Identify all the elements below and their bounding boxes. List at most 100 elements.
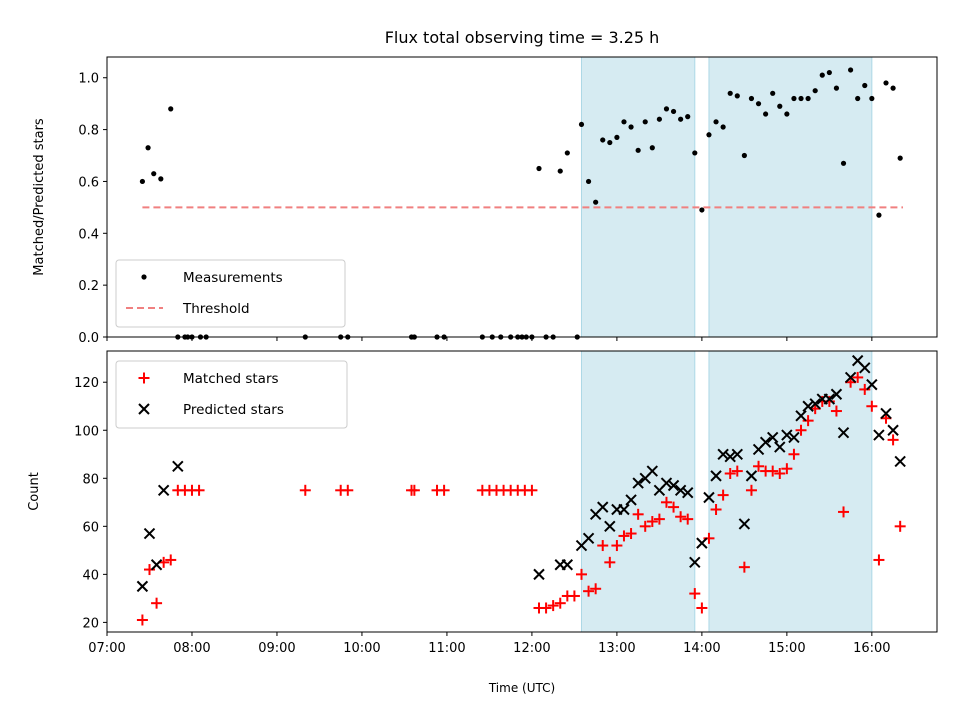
matched-star-point (894, 520, 906, 532)
measurement-point (628, 124, 634, 130)
matched-star-point (710, 504, 722, 516)
measurement-point (869, 95, 875, 102)
predicted-marker-b (809, 398, 821, 410)
predicted-marker-b (880, 407, 892, 420)
predicted-marker-b (667, 479, 680, 492)
x-tick-label: 14:00 (683, 641, 720, 656)
x-tick-label: 11:00 (428, 641, 465, 656)
predicted-marker-b (632, 477, 644, 489)
matched-star-point (660, 496, 672, 508)
legend: Matched stars Predicted stars (115, 360, 348, 429)
predicted-marker-b (136, 580, 149, 593)
measurement-point (784, 111, 790, 117)
matched-star-point (753, 460, 765, 472)
measurement-point (158, 176, 164, 182)
predicted-star-point (710, 470, 722, 482)
predicted-marker-b (674, 484, 687, 497)
measurement-point (151, 171, 157, 177)
predicted-star-point (717, 448, 729, 460)
predicted-star-point (682, 486, 694, 499)
predicted-marker-b (788, 431, 800, 444)
y-tick-label: 120 (74, 376, 99, 391)
legend-box (115, 259, 346, 328)
predicted-star-point (582, 532, 595, 545)
predicted-marker-b (696, 537, 708, 549)
measurement-point (139, 178, 146, 185)
legend-measurement-marker (141, 274, 147, 280)
bottom-panel: 20 40 60 80 100 120 Count 07:00 08:00 09:00 10:00 1… (27, 350, 938, 656)
predicted-marker-b (837, 426, 850, 439)
measurement-point (748, 95, 755, 102)
legend-entry-label: Matched stars (183, 371, 279, 387)
predicted-star-point (859, 362, 871, 374)
y-tick-label: 100 (74, 424, 99, 439)
predicted-marker-b (802, 400, 814, 412)
matched-star-point (788, 448, 800, 460)
predicted-marker-b (781, 429, 793, 441)
predicted-marker-b (625, 494, 637, 506)
matched-star-point (604, 556, 616, 568)
predicted-star-point (618, 503, 630, 516)
measurement-point (883, 80, 889, 86)
predicted-marker-b (844, 371, 857, 384)
predicted-star-point (533, 568, 545, 581)
matched-star-point (554, 597, 566, 609)
matched-star-point (611, 540, 623, 552)
predicted-star-point (759, 436, 772, 448)
predicted-star-point (703, 491, 715, 504)
chart-title: Flux total observing time = 3.25 h (385, 28, 660, 47)
predicted-star-point (674, 484, 687, 497)
measurement-point (649, 145, 655, 151)
predicted-marker-b (618, 503, 630, 516)
predicted-star-point (667, 479, 680, 492)
y-axis-label: Matched/Predicted stars (32, 118, 47, 276)
predicted-star-point (632, 477, 644, 489)
matched-star-point (873, 554, 885, 566)
matched-star-point (682, 513, 694, 525)
measurement-point (805, 95, 811, 102)
measurement-point (706, 132, 712, 138)
y-tick-label: 20 (82, 616, 99, 631)
measurement-point (670, 108, 677, 115)
measurement-point (755, 101, 762, 107)
matched-star-point (838, 506, 850, 518)
matched-star-point (781, 463, 793, 475)
matched-star-point (653, 513, 665, 525)
measurement-point (600, 137, 606, 143)
legend-entry-label: Predicted stars (183, 402, 284, 418)
predicted-star-point (866, 378, 878, 391)
predicted-star-point (809, 398, 821, 410)
measurement-point (656, 116, 662, 122)
legend-entry-label: Measurements (183, 270, 283, 286)
predicted-star-point (844, 371, 857, 384)
measurement-point (145, 145, 151, 151)
legend-predicted-marker-b (138, 403, 150, 415)
predicted-marker-b (533, 568, 545, 581)
matched-star-point (795, 424, 807, 436)
predicted-star-point (774, 441, 786, 453)
predicted-marker-b (710, 470, 722, 482)
y-tick-label: 0.0 (78, 331, 99, 346)
measurement-point (897, 155, 903, 161)
x-tick-label: 08:00 (173, 641, 210, 656)
predicted-marker-b (830, 388, 843, 400)
predicted-marker-b (887, 424, 899, 436)
matched-star-point (625, 528, 637, 540)
predicted-star-point (689, 556, 701, 569)
matched-star-point (887, 434, 899, 446)
predicted-star-point (150, 559, 163, 571)
predicted-star-point (837, 426, 850, 439)
matched-star-point (646, 516, 658, 528)
matched-star-point (717, 489, 729, 501)
measurement-point (593, 199, 599, 205)
predicted-marker-b (745, 470, 758, 482)
matched-star-point (590, 583, 602, 595)
predicted-star-point (788, 431, 800, 444)
predicted-marker-b (689, 556, 701, 569)
matched-star-point (668, 501, 680, 513)
y-tick-label: 0.6 (78, 175, 99, 190)
matched-star-point (696, 602, 708, 614)
predicted-marker-b (795, 410, 807, 422)
measurement-point (564, 150, 570, 156)
matched-star-point (632, 508, 644, 520)
